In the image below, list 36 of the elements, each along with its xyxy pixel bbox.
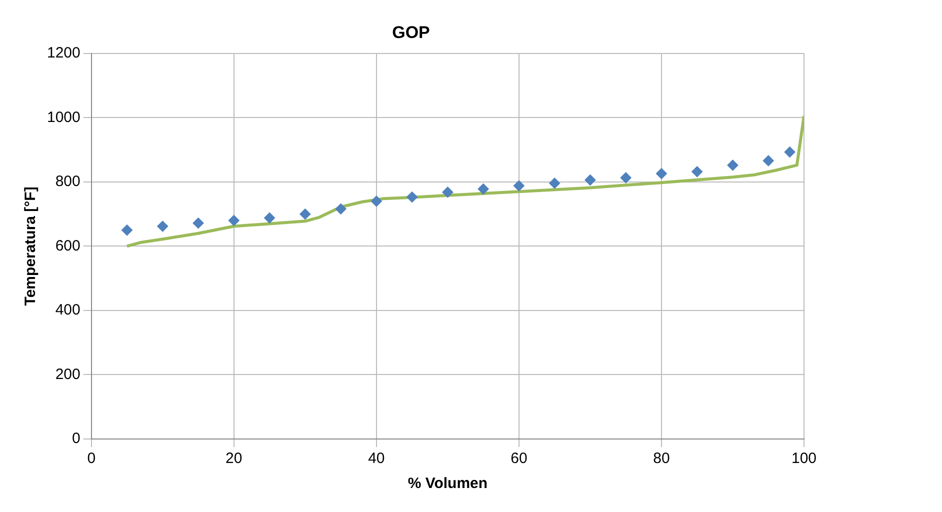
point — [228, 214, 240, 226]
x-tick-label: 100 — [791, 450, 817, 468]
point — [406, 192, 418, 203]
x-axis-title: % Volumen — [408, 475, 488, 492]
point — [157, 220, 168, 232]
chart-title: GOP — [392, 22, 430, 42]
point — [656, 168, 667, 180]
y-tick-label: 0 — [72, 430, 80, 448]
point — [727, 160, 738, 171]
point — [335, 203, 346, 214]
point — [370, 196, 382, 207]
y-tick-label: 400 — [55, 302, 80, 319]
y-tick-label: 800 — [55, 173, 80, 190]
point — [300, 208, 311, 220]
x-tick-label: 20 — [226, 450, 242, 468]
point — [784, 146, 796, 158]
x-tick-label: 0 — [87, 450, 96, 468]
point — [762, 155, 774, 166]
x-tick-label: 40 — [368, 450, 385, 468]
point — [513, 180, 524, 192]
y-tick-label: 1000 — [46, 108, 80, 126]
point — [620, 172, 632, 184]
x-tick-label: 60 — [510, 450, 528, 468]
point — [122, 224, 132, 236]
point — [442, 186, 454, 198]
y-tick-label: 600 — [55, 237, 80, 254]
point — [549, 178, 560, 189]
y-axis-title: Temperatura [°F] — [22, 186, 40, 306]
point — [192, 218, 204, 229]
y-tick-label: 200 — [55, 366, 80, 383]
x-tick-label: 80 — [653, 450, 670, 468]
point — [584, 174, 596, 186]
y-tick-label: 1200 — [46, 44, 80, 62]
point — [692, 166, 703, 178]
point — [264, 212, 276, 224]
point — [478, 184, 489, 195]
